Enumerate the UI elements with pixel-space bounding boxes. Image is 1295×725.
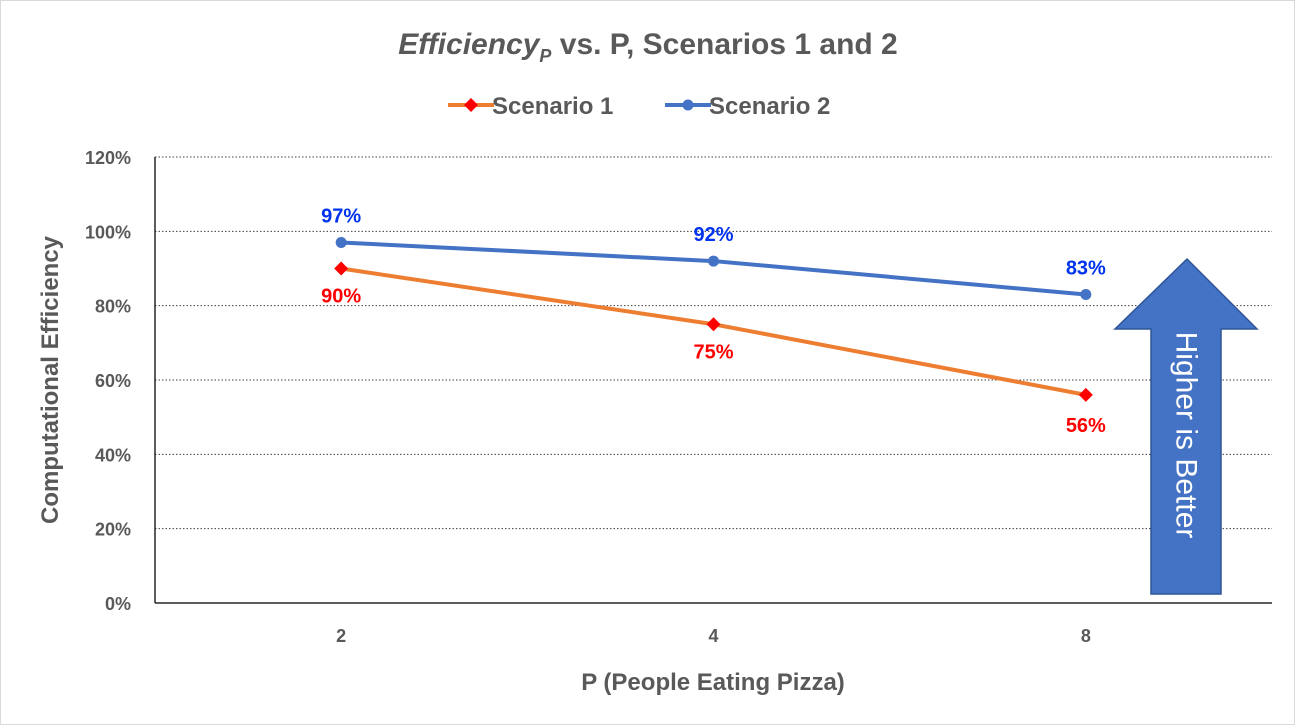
series-line-1	[340, 266, 1087, 397]
y-tick-label: 120%	[85, 148, 131, 168]
series-2-point	[708, 255, 719, 267]
series-1-point	[334, 261, 349, 276]
legend-label: Scenario 1	[492, 93, 613, 120]
title-main: Efficiency	[398, 28, 540, 61]
title-subscript: P	[539, 46, 552, 66]
series-2-point	[335, 236, 347, 248]
x-tick-label: 2	[336, 626, 346, 646]
legend-diamond-marker	[464, 98, 478, 112]
series-2-point	[1080, 289, 1092, 301]
x-tick-label: 4	[708, 626, 718, 646]
legend-label: Scenario 2	[709, 93, 830, 120]
y-tick-label: 60%	[95, 371, 131, 391]
legend-circle-marker	[682, 99, 694, 111]
higher-is-better-arrow: Higher is Better	[1113, 257, 1259, 595]
gridlines	[154, 156, 1272, 604]
title-rest: vs. P, Scenarios 1 and 2	[551, 28, 897, 61]
legend: Scenario 1 Scenario 2	[448, 93, 830, 120]
data-label-series-2: 92%	[693, 224, 733, 246]
y-axis-ticks: 0% 20% 40% 60% 80% 100% 120%	[85, 148, 131, 614]
data-label-series-1: 56%	[1066, 415, 1106, 437]
series-1-point	[1078, 387, 1093, 402]
x-axis-ticks: 2 4 8	[336, 626, 1091, 646]
series-1-point	[706, 317, 721, 332]
y-tick-label: 40%	[95, 445, 131, 465]
annotation-label: Higher is Better	[1170, 332, 1203, 539]
data-labels-layer: 90% 75% 56% 97% 92% 83%	[321, 205, 1106, 436]
series-layer	[334, 236, 1093, 402]
data-label-series-2: 97%	[321, 205, 361, 227]
data-label-series-2: 83%	[1066, 258, 1106, 280]
data-label-series-1: 75%	[693, 341, 733, 363]
x-axis-title: P (People Eating Pizza)	[581, 669, 845, 696]
y-tick-label: 0%	[105, 594, 131, 614]
chart-title: EfficiencyP vs. P, Scenarios 1 and 2	[398, 28, 898, 66]
up-arrow-icon	[1113, 257, 1259, 595]
y-tick-label: 20%	[95, 520, 131, 540]
data-label-series-1: 90%	[321, 286, 361, 308]
y-tick-label: 100%	[85, 222, 131, 242]
y-tick-label: 80%	[95, 297, 131, 317]
y-axis-title: Computational Efficiency	[37, 235, 64, 524]
x-tick-label: 8	[1081, 626, 1091, 646]
